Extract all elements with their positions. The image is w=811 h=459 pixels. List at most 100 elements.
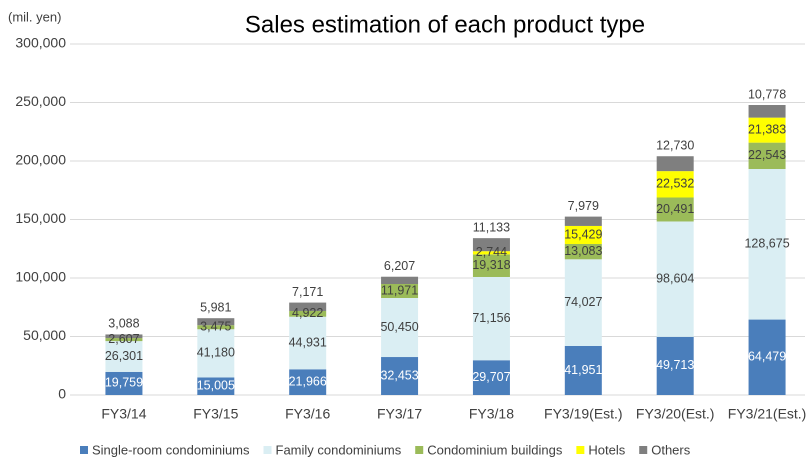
bar-segment: [564, 225, 602, 244]
y-tick-label: 50,000: [23, 327, 66, 343]
bar-segment: [748, 105, 786, 118]
legend-swatch: [639, 446, 648, 454]
bar-segment: [289, 316, 327, 370]
value-label: 74,027: [564, 295, 602, 309]
bar-segment: [197, 325, 235, 330]
value-label: 71,156: [472, 311, 510, 325]
bar-segment: [472, 276, 510, 361]
y-unit-label: (mil. yen): [8, 9, 61, 24]
value-label: 15,005: [197, 379, 235, 393]
value-label: 3,475: [200, 320, 231, 334]
bar-segment: [656, 221, 694, 337]
x-tick-label: FY3/15: [193, 406, 238, 422]
value-label: 2,744: [476, 245, 507, 259]
legend-swatch: [263, 446, 272, 454]
chart-title: Sales estimation of each product type: [245, 11, 645, 38]
bar-segment: [381, 283, 419, 299]
bar-segment: [656, 336, 694, 395]
bar-segment: [197, 318, 235, 326]
bar-segment: [472, 238, 510, 252]
bar-segment: [381, 276, 419, 284]
value-label: 128,675: [744, 237, 789, 251]
bar-segment: [197, 329, 235, 378]
y-tick-label: 300,000: [15, 35, 66, 51]
bar-segment: [289, 302, 327, 311]
value-label: 21,383: [748, 122, 786, 136]
y-tick-label: 0: [58, 386, 66, 402]
bar-segment: [564, 259, 602, 346]
x-tick-label: FY3/20(Est.): [636, 406, 715, 422]
legend-label: Single-room condominiums: [92, 442, 250, 457]
bar-segment: [289, 369, 327, 395]
value-label: 10,778: [748, 87, 786, 101]
value-label: 15,429: [564, 227, 602, 241]
bar-segment: [656, 197, 694, 222]
bar-segment: [472, 254, 510, 277]
legend-swatch: [576, 446, 585, 454]
bar-segment: [472, 360, 510, 395]
y-tick-label: 200,000: [15, 152, 66, 168]
value-label: 6,207: [384, 259, 415, 273]
value-label: 19,759: [105, 376, 143, 390]
bar-segment: [748, 319, 786, 395]
value-label: 4,922: [292, 306, 323, 320]
bar-segment: [748, 142, 786, 170]
value-label: 41,951: [564, 363, 602, 377]
value-label: 22,543: [748, 148, 786, 162]
bar-segment: [105, 338, 143, 342]
value-label: 32,453: [380, 368, 418, 382]
x-tick-label: FY3/16: [285, 406, 330, 422]
value-label: 44,931: [289, 335, 327, 349]
value-label: 41,180: [197, 346, 235, 360]
legend-label: Others: [651, 442, 691, 457]
value-label: 5,981: [200, 300, 231, 314]
value-label: 7,979: [568, 199, 599, 213]
y-tick-label: 150,000: [15, 210, 66, 226]
bar-segment: [656, 156, 694, 172]
value-label: 3,088: [108, 317, 139, 331]
legend-swatch: [415, 446, 424, 454]
bar-segment: [564, 345, 602, 395]
bar-segment: [748, 169, 786, 320]
value-label: 49,713: [656, 358, 694, 372]
bar-segment: [381, 298, 419, 358]
x-tick-label: FY3/17: [377, 406, 422, 422]
bar-segment: [289, 310, 327, 317]
value-label: 21,966: [289, 374, 327, 388]
value-label: 64,479: [748, 350, 786, 364]
value-label: 29,707: [472, 370, 510, 384]
x-tick-label: FY3/18: [469, 406, 514, 422]
bar-segment: [748, 117, 786, 143]
bar-segment: [105, 334, 143, 339]
bar-segment: [564, 216, 602, 226]
value-label: 11,971: [381, 283, 418, 297]
value-label: 50,450: [380, 320, 418, 334]
value-label: 20,491: [656, 202, 694, 216]
y-tick-label: 100,000: [15, 269, 66, 285]
legend-label: Family condominiums: [276, 442, 402, 457]
legend-swatch: [80, 446, 88, 454]
x-tick-label: FY3/14: [101, 406, 146, 422]
value-label: 2,607: [108, 332, 139, 346]
bar-segment: [197, 377, 235, 395]
x-tick-label: FY3/21(Est.): [728, 406, 807, 422]
x-tick-label: FY3/19(Est.): [544, 406, 623, 422]
bar-segment: [564, 243, 602, 260]
bar-segment: [381, 357, 419, 395]
legend-label: Condominium buildings: [427, 442, 563, 457]
bar-segment: [105, 371, 143, 395]
value-label: 98,604: [656, 271, 694, 285]
value-label: 13,083: [564, 244, 602, 258]
value-label: 7,171: [292, 285, 323, 299]
value-label: 22,532: [656, 177, 694, 191]
value-label: 19,318: [472, 258, 510, 272]
y-tick-label: 250,000: [15, 93, 66, 109]
bar-segment: [656, 171, 694, 198]
value-label: 12,730: [656, 139, 694, 153]
value-label: 11,133: [473, 220, 510, 234]
bar-segment: [105, 341, 143, 372]
bar-segment: [472, 251, 510, 255]
value-label: 26,301: [105, 349, 143, 363]
legend-label: Hotels: [588, 442, 625, 457]
